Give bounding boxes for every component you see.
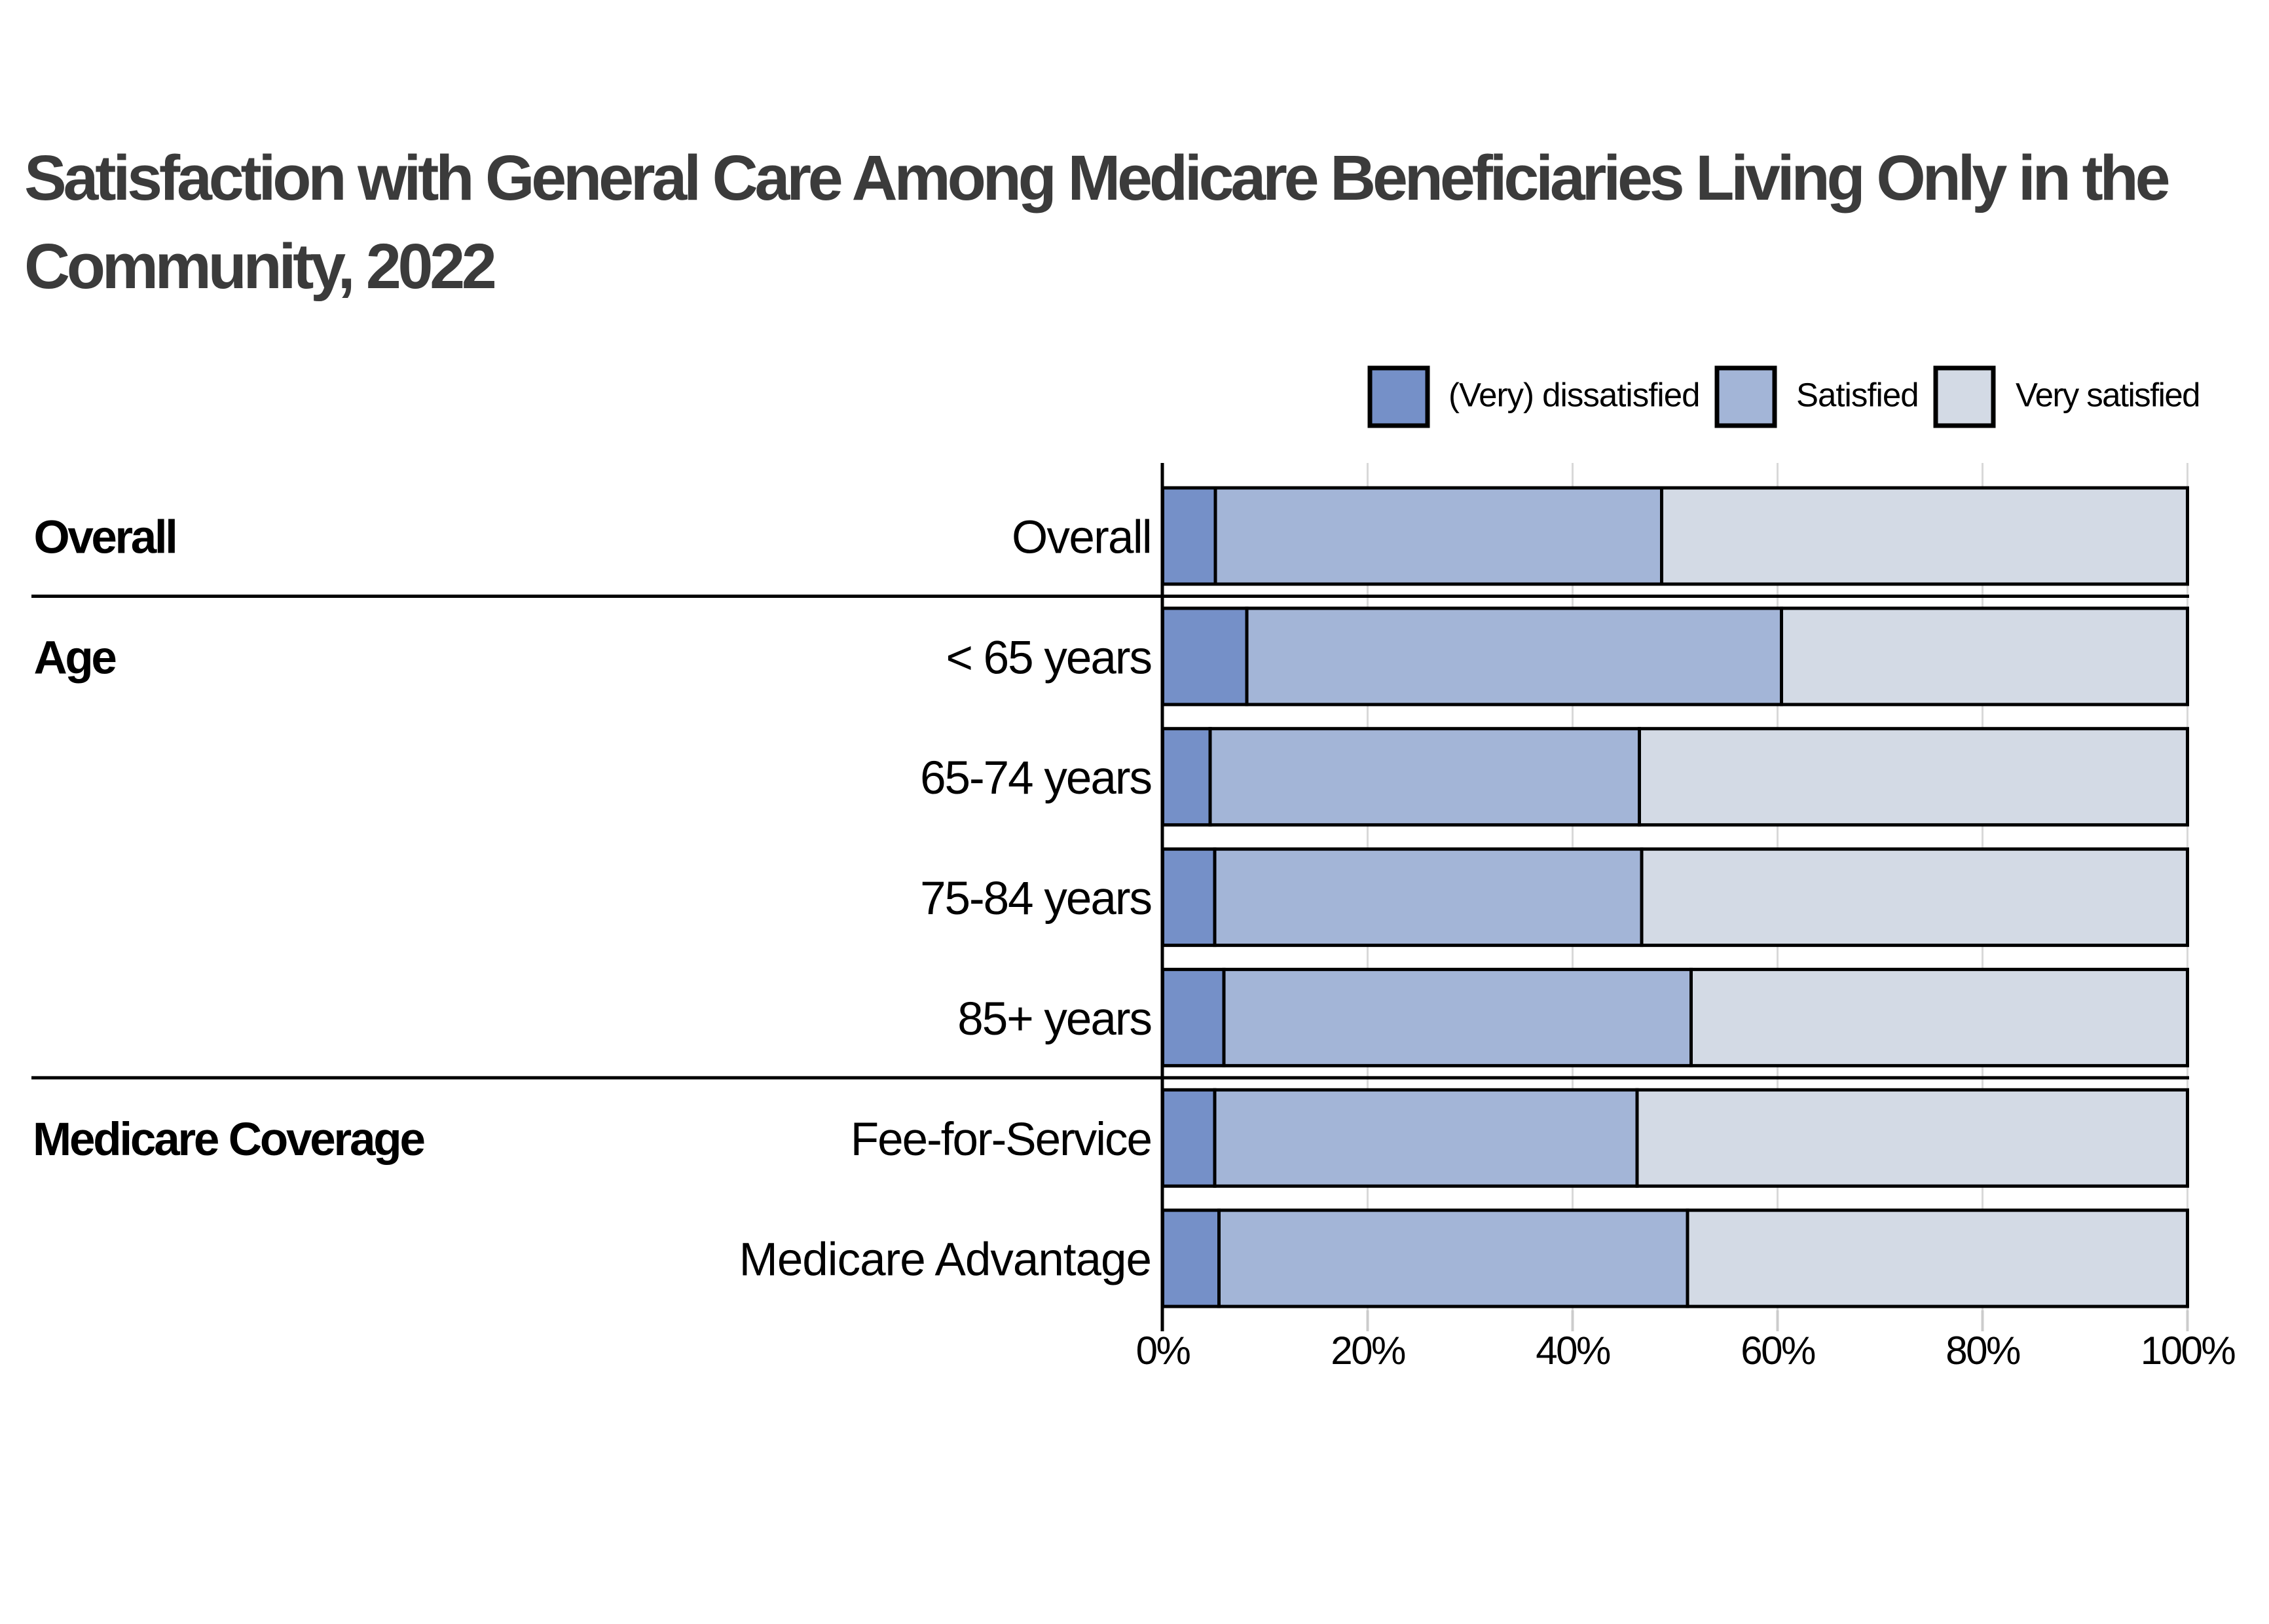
- svg-text:40%: 40%: [1536, 1329, 1610, 1373]
- svg-text:60%: 60%: [1741, 1329, 1815, 1373]
- svg-text:Fee-for-Service: Fee-for-Service: [851, 1114, 1151, 1166]
- svg-text:Overall: Overall: [34, 512, 176, 564]
- svg-text:Satisfied: Satisfied: [1796, 377, 1919, 414]
- svg-text:20%: 20%: [1331, 1329, 1405, 1373]
- svg-text:Medicare Advantage: Medicare Advantage: [739, 1234, 1151, 1286]
- svg-text:80%: 80%: [1946, 1329, 2020, 1373]
- svg-text:85+ years: 85+ years: [957, 993, 1151, 1045]
- svg-text:Very satisfied: Very satisfied: [2016, 377, 2200, 414]
- svg-text:Age: Age: [34, 632, 117, 684]
- svg-text:Overall: Overall: [1012, 512, 1151, 564]
- svg-text:Medicare Coverage: Medicare Coverage: [33, 1114, 424, 1166]
- svg-text:75-84 years: 75-84 years: [920, 873, 1151, 925]
- svg-text:Satisfaction with General Care: Satisfaction with General Care Among Med…: [24, 142, 2169, 213]
- svg-text:Community, 2022: Community, 2022: [24, 231, 495, 302]
- svg-text:100%: 100%: [2141, 1329, 2236, 1373]
- svg-text:(Very) dissatisfied: (Very) dissatisfied: [1448, 377, 1699, 414]
- svg-text:0%: 0%: [1136, 1329, 1190, 1373]
- svg-text:< 65 years: < 65 years: [946, 632, 1151, 684]
- svg-text:65-74 years: 65-74 years: [920, 752, 1151, 804]
